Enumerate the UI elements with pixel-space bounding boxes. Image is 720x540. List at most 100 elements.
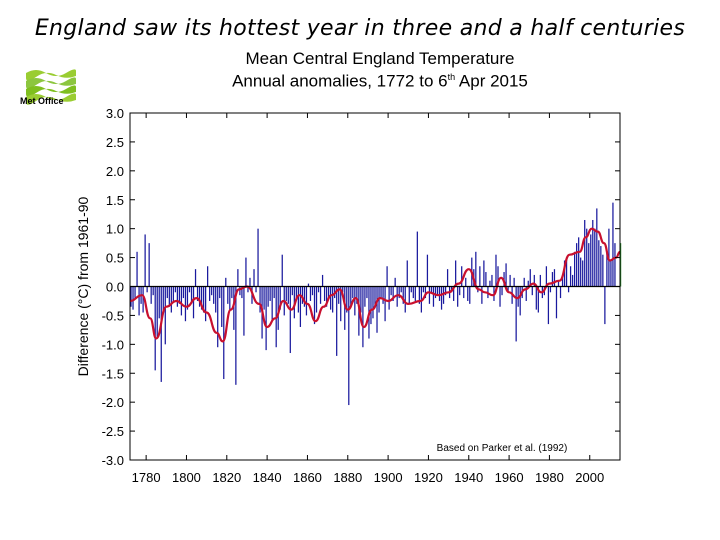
- bar-2008: [606, 251, 608, 287]
- bar-1813: [213, 286, 215, 304]
- y-tick-label: 1.0: [106, 222, 124, 237]
- chart-title-line2-post: Apr 2015: [455, 71, 528, 91]
- y-tick-label: -1.5: [102, 366, 124, 381]
- bar-1879: [346, 286, 348, 313]
- bar-1935: [459, 286, 461, 296]
- bar-1801: [188, 286, 191, 293]
- bar-1818: [223, 286, 225, 380]
- y-tick-label: 3.0: [106, 106, 124, 121]
- bar-1875: [338, 286, 340, 304]
- bar-1982: [553, 269, 556, 287]
- bar-1946: [481, 286, 483, 304]
- bar-1959: [507, 286, 509, 293]
- bar-1896: [380, 286, 382, 299]
- bar-1825: [237, 269, 239, 287]
- y-tick-label: 2.5: [106, 135, 124, 150]
- x-tick-label: 1860: [293, 470, 322, 485]
- bar-1772: [130, 286, 132, 307]
- bar-1921: [430, 286, 433, 293]
- bar-1785: [156, 286, 158, 339]
- bar-1904: [396, 286, 398, 307]
- bar-1806: [198, 286, 201, 307]
- bar-1999: [588, 243, 590, 287]
- bar-2010: [610, 260, 612, 287]
- bar-1981: [551, 272, 554, 287]
- bar-1845: [277, 286, 279, 330]
- bar-1847: [281, 254, 283, 287]
- met-office-logo-text: Met Office: [20, 96, 64, 106]
- bar-1779: [144, 234, 146, 287]
- bar-1822: [231, 286, 233, 299]
- bar-1897: [382, 286, 384, 304]
- bar-1882: [352, 286, 354, 299]
- bar-latest-year: [619, 243, 622, 287]
- bar-1829: [245, 257, 247, 287]
- bar-1815: [217, 286, 219, 348]
- bar-1906: [400, 286, 402, 293]
- bar-1855: [297, 286, 299, 313]
- bar-1874: [336, 286, 338, 356]
- bar-2000: [590, 234, 592, 287]
- bar-1911: [410, 286, 412, 293]
- bar-1889: [366, 286, 368, 299]
- y-tick-label: -2.5: [102, 424, 124, 439]
- bar-1786: [158, 286, 160, 319]
- bar-1854: [295, 286, 297, 299]
- bar-1992: [574, 251, 576, 287]
- bar-1851: [289, 286, 291, 354]
- x-tick-label: 1940: [454, 470, 483, 485]
- chart-title-line1: Mean Central England Temperature: [245, 49, 515, 68]
- bar-1824: [235, 286, 237, 385]
- bar-1871: [330, 286, 332, 310]
- bar-1984: [557, 280, 560, 287]
- bar-1933: [455, 260, 457, 287]
- bar-1909: [406, 260, 408, 287]
- bar-1955: [499, 286, 501, 307]
- x-tick-label: 1960: [495, 470, 524, 485]
- bar-1869: [325, 286, 328, 307]
- bar-1798: [182, 286, 185, 299]
- bar-1995: [580, 257, 582, 287]
- bar-1963: [515, 286, 517, 342]
- bar-1990: [569, 266, 572, 287]
- bar-1780: [146, 286, 148, 293]
- bar-1781: [148, 243, 150, 287]
- bar-1913: [414, 286, 416, 301]
- bar-1956: [501, 286, 503, 296]
- bar-1975: [539, 274, 541, 287]
- bar-1967: [523, 277, 525, 287]
- bar-1970: [529, 269, 531, 287]
- bar-1901: [390, 286, 392, 296]
- bar-1951: [491, 274, 493, 287]
- y-tick-label: -3.0: [102, 453, 124, 468]
- bar-1835: [257, 228, 259, 287]
- bar-1996: [582, 260, 584, 287]
- bar-1802: [190, 286, 193, 304]
- bar-1980: [549, 286, 552, 293]
- bar-1793: [172, 286, 174, 301]
- bar-1994: [578, 237, 580, 287]
- x-tick-label: 1980: [535, 470, 564, 485]
- bar-1881: [350, 286, 352, 307]
- bar-1784: [154, 286, 156, 371]
- bar-1954: [497, 266, 499, 287]
- bar-1800: [186, 286, 189, 310]
- bar-1858: [303, 286, 306, 307]
- bar-1987: [563, 260, 566, 287]
- bar-1883: [354, 286, 356, 316]
- bar-1988: [565, 257, 568, 287]
- bar-1939: [467, 286, 469, 301]
- bar-1936: [461, 266, 463, 287]
- bar-1840: [267, 286, 269, 307]
- bar-1783: [152, 286, 154, 296]
- bar-1799: [184, 286, 187, 322]
- bar-1905: [398, 286, 400, 299]
- bar-1948: [485, 272, 487, 287]
- bar-1950: [489, 280, 491, 287]
- bar-1870: [328, 286, 330, 299]
- bar-1817: [221, 286, 223, 327]
- bar-1915: [418, 286, 420, 304]
- bar-1973: [535, 286, 537, 310]
- bar-1918: [424, 286, 427, 299]
